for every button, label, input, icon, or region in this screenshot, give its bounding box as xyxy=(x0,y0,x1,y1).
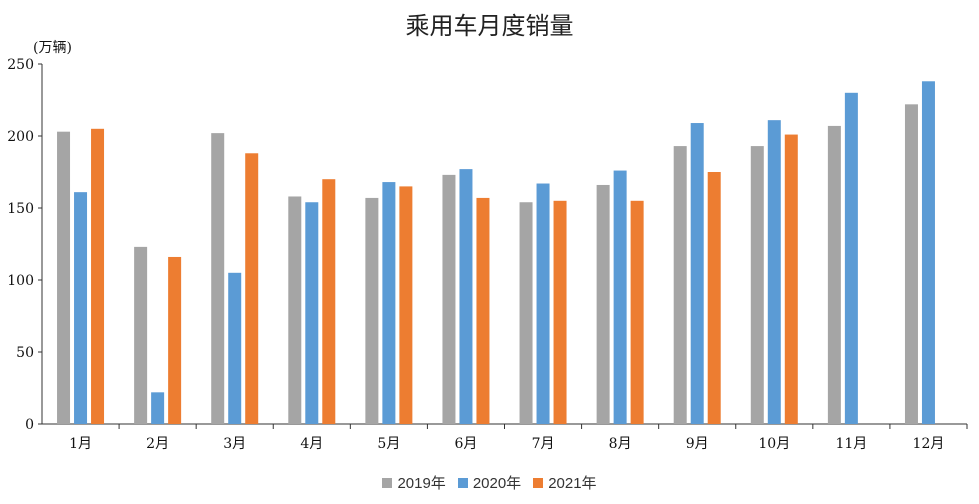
legend-item: 2019年 xyxy=(382,472,446,493)
bar-2021年-9月 xyxy=(707,172,721,424)
x-tick-label: 3月 xyxy=(223,436,246,452)
x-tick-label: 2月 xyxy=(146,436,169,452)
bar-2019年-8月 xyxy=(596,184,610,424)
bar-2020年-12月 xyxy=(921,81,935,424)
bar-2019年-1月 xyxy=(57,131,71,424)
x-tick-label: 6月 xyxy=(454,436,477,452)
bar-2021年-3月 xyxy=(245,153,259,424)
y-axis-unit-label: (万辆) xyxy=(33,40,72,56)
bar-2021年-2月 xyxy=(168,256,182,424)
y-tick-label: 100 xyxy=(7,273,34,289)
bar-2019年-7月 xyxy=(519,202,533,424)
bar-2019年-10月 xyxy=(750,146,764,424)
legend-item: 2021年 xyxy=(533,472,597,493)
y-tick-label: 250 xyxy=(7,57,34,73)
legend-label: 2021年 xyxy=(548,475,597,492)
y-tick-label: 50 xyxy=(16,345,34,361)
x-tick-label: 10月 xyxy=(758,436,790,452)
legend-swatch xyxy=(533,477,544,488)
bar-2019年-9月 xyxy=(673,146,687,424)
bar-2020年-5月 xyxy=(382,182,396,424)
chart-legend: 2019年 2020年 2021年 xyxy=(0,472,979,493)
legend-label: 2020年 xyxy=(472,475,522,492)
x-tick-label: 1月 xyxy=(69,436,92,452)
bar-2019年-5月 xyxy=(365,197,379,424)
bar-2019年-12月 xyxy=(904,104,918,424)
bar-2020年-8月 xyxy=(613,170,627,424)
y-tick-label: 200 xyxy=(7,129,34,145)
bar-2019年-6月 xyxy=(442,174,456,424)
bar-2021年-10月 xyxy=(784,134,798,424)
bar-2019年-2月 xyxy=(134,246,148,424)
bar-2020年-4月 xyxy=(305,202,319,424)
bar-2020年-2月 xyxy=(151,392,165,424)
x-tick-label: 11月 xyxy=(835,436,867,452)
bar-2021年-6月 xyxy=(476,197,490,424)
legend-swatch xyxy=(457,477,468,488)
bar-2020年-10月 xyxy=(767,120,781,424)
bar-2019年-3月 xyxy=(211,133,225,424)
bar-2019年-4月 xyxy=(288,196,302,424)
bar-2021年-1月 xyxy=(91,128,105,425)
legend-swatch xyxy=(382,477,393,488)
bar-2020年-7月 xyxy=(536,183,550,424)
x-tick-label: 7月 xyxy=(532,436,555,452)
x-tick-label: 5月 xyxy=(377,436,400,452)
legend-item: 2020年 xyxy=(457,472,522,493)
bar-2020年-9月 xyxy=(690,123,704,424)
x-tick-label: 9月 xyxy=(686,436,709,452)
bar-2020年-11月 xyxy=(844,92,858,425)
bar-2020年-3月 xyxy=(228,272,242,424)
chart-title: 乘用车月度销量 xyxy=(405,12,574,40)
bar-2019年-11月 xyxy=(827,125,841,425)
bar-2020年-6月 xyxy=(459,169,473,424)
y-tick-label: 150 xyxy=(7,201,34,217)
bar-2021年-7月 xyxy=(553,200,567,424)
x-tick-label: 8月 xyxy=(609,436,632,452)
bar-2021年-5月 xyxy=(399,186,413,424)
bar-2021年-4月 xyxy=(322,179,336,424)
x-tick-label: 4月 xyxy=(300,436,323,452)
y-tick-label: 0 xyxy=(25,417,34,433)
bar-2021年-8月 xyxy=(630,200,644,424)
legend-label: 2019年 xyxy=(397,475,446,492)
bar-2020年-1月 xyxy=(74,192,88,424)
x-tick-label: 12月 xyxy=(913,436,945,452)
